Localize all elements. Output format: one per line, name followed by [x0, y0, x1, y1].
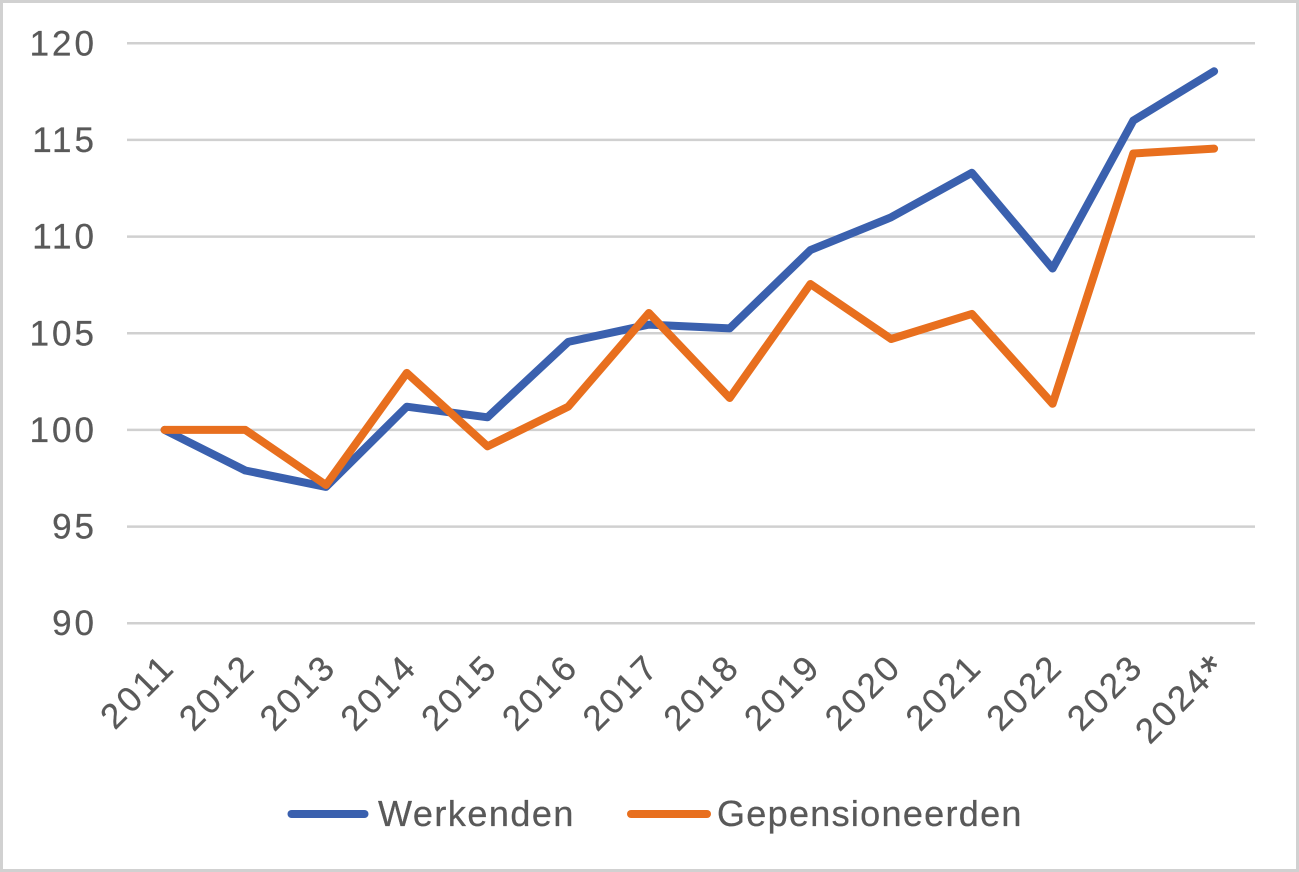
svg-text:90: 90 [52, 604, 97, 643]
svg-text:110: 110 [32, 218, 97, 257]
svg-text:115: 115 [32, 121, 97, 160]
svg-text:100: 100 [30, 411, 97, 450]
svg-text:Werkenden: Werkenden [378, 793, 575, 834]
svg-text:105: 105 [30, 314, 97, 353]
svg-text:Gepensioneerden: Gepensioneerden [717, 793, 1023, 834]
svg-text:95: 95 [52, 508, 97, 547]
svg-text:120: 120 [30, 24, 97, 63]
